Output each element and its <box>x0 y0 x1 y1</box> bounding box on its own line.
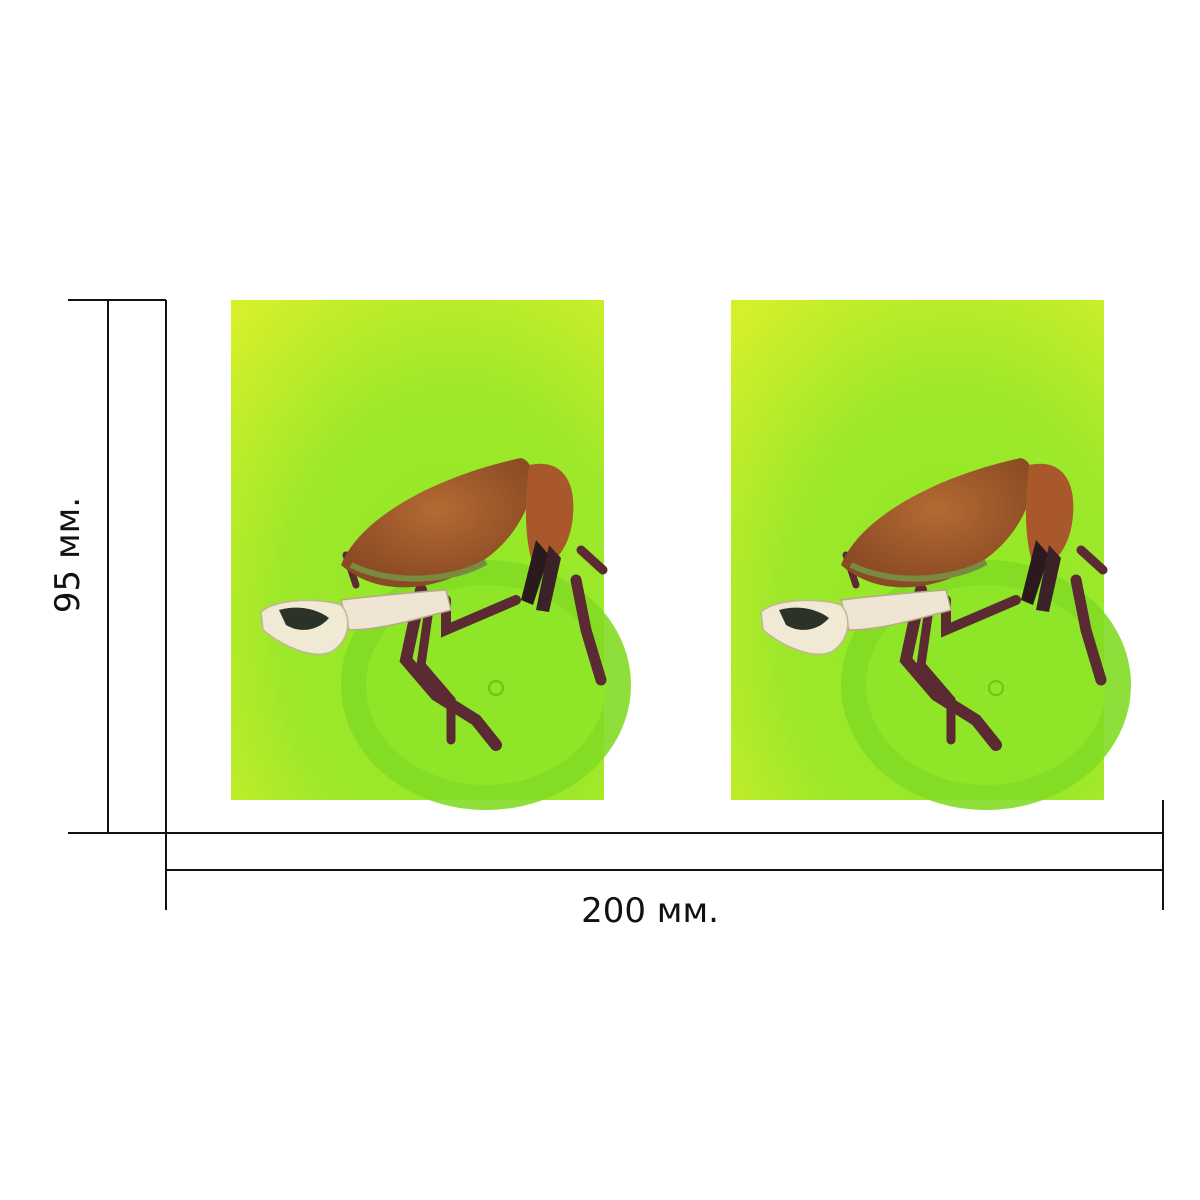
height-dimension <box>68 299 167 834</box>
width-label: 200 мм. <box>581 891 719 931</box>
width-dimension <box>165 800 1164 910</box>
height-label: 95 мм. <box>48 496 88 614</box>
crab-photo-left <box>231 300 631 810</box>
crab-photo-right <box>731 300 1131 810</box>
